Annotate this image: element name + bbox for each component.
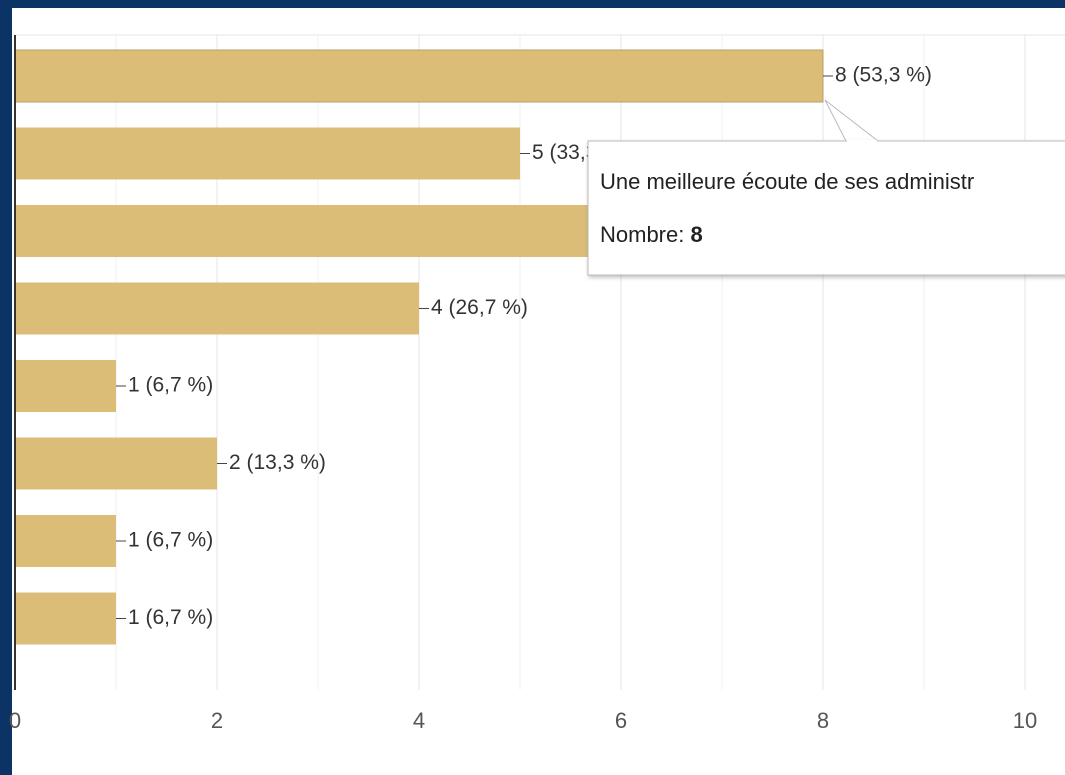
x-tick-label: 6	[615, 708, 627, 733]
value-label: 2 (13,3 %)	[229, 451, 326, 474]
value-label: 4 (26,7 %)	[431, 296, 528, 319]
bar	[15, 360, 116, 412]
bar	[15, 515, 116, 567]
bar	[15, 437, 217, 490]
value-label: 1 (6,7 %)	[128, 529, 213, 552]
tooltip-value: 8	[690, 222, 702, 247]
x-tick-label: 4	[413, 708, 425, 733]
tooltip-label: Nombre:	[600, 222, 684, 247]
bar	[15, 592, 116, 645]
tooltip-title: Une meilleure écoute de ses administr	[600, 169, 974, 194]
bar	[15, 205, 621, 257]
tooltip: Une meilleure écoute de ses administr No…	[587, 99, 1065, 276]
x-tick-label: 10	[1013, 708, 1037, 733]
x-tick-label: 0	[9, 708, 21, 733]
bar	[15, 127, 520, 180]
bar	[15, 50, 823, 102]
x-tick-label: 2	[211, 708, 223, 733]
value-label: 1 (6,7 %)	[128, 606, 213, 629]
tooltip-row: Nombre: 8	[600, 222, 703, 247]
x-tick-label: 8	[817, 708, 829, 733]
bar	[15, 282, 419, 335]
value-label: 1 (6,7 %)	[128, 374, 213, 397]
tooltip-box	[587, 140, 1065, 276]
value-label: 8 (53,3 %)	[835, 64, 932, 87]
